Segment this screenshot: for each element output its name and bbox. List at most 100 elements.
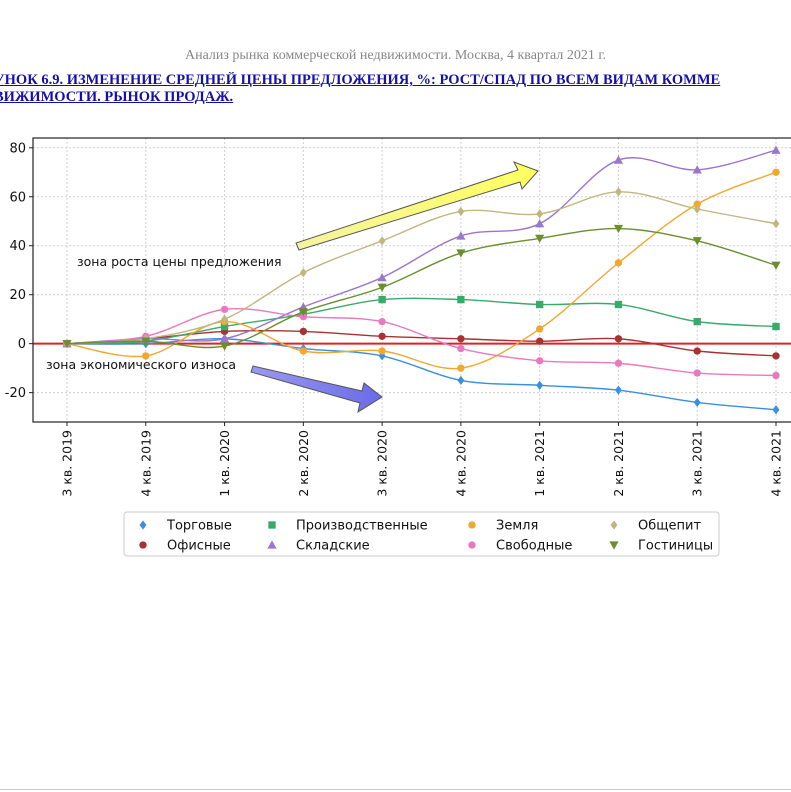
data-point [535, 357, 544, 365]
legend-marker [139, 541, 147, 549]
figure-title-line2: ВИЖИМОСТИ. РЫНОК ПРОДАЖ. [0, 89, 234, 105]
series-line [66, 149, 777, 345]
legend-marker [139, 520, 147, 530]
legend-marker [268, 521, 276, 529]
series-line [66, 191, 777, 345]
data-point [456, 249, 466, 258]
data-point [772, 168, 780, 176]
x-tick-label: 3 кв. 2021 [690, 430, 705, 497]
annotation-arrows [250, 161, 539, 414]
data-point [457, 375, 465, 385]
data-point [220, 322, 229, 331]
data-point [614, 335, 623, 343]
data-point [378, 332, 386, 340]
y-tick-label: 0 [18, 337, 26, 352]
x-tick-label: 4 кв. 2019 [138, 430, 153, 497]
data-point [378, 347, 386, 355]
data-point [772, 405, 780, 415]
legend-item: Свободные [468, 539, 572, 554]
axes: -20 0 20 40 60 80 3 кв. 2019 4 кв. 2019 1 кв. 20… [5, 137, 791, 497]
data-point [457, 364, 465, 372]
series-group [62, 145, 781, 415]
data-point [299, 268, 307, 278]
legend-item: Общепит [610, 519, 701, 534]
series-7 [63, 187, 780, 349]
x-tick-label: 1 кв. 2021 [532, 430, 547, 497]
series-line [66, 297, 777, 345]
data-point [693, 347, 701, 355]
legend-item: Гостиницы [609, 539, 713, 554]
data-point [772, 352, 780, 360]
legend-item: Земля [468, 519, 538, 534]
data-point [535, 337, 544, 345]
legend-label: Торговые [166, 519, 232, 534]
data-point [219, 342, 230, 351]
legend-item: Производственные [268, 519, 428, 534]
data-point [457, 206, 465, 217]
x-tick-label: 2 кв. 2021 [611, 430, 626, 497]
decline-zone-label: зона экономического износа [46, 357, 236, 372]
series-8 [62, 224, 781, 351]
data-point [378, 295, 386, 304]
data-point [772, 371, 780, 380]
data-point [299, 347, 308, 355]
data-point [457, 344, 465, 353]
legend-label: Общепит [638, 519, 701, 534]
data-point [613, 224, 624, 234]
data-point [299, 327, 308, 336]
data-point [693, 200, 701, 208]
legend-marker [468, 521, 476, 529]
data-point [772, 322, 780, 331]
data-point [456, 231, 466, 240]
data-point [771, 261, 781, 270]
data-point [221, 314, 229, 324]
figure-title-line1: УНОК 6.9. ИЗМЕНЕНИЕ СРЕДНЕЙ ЦЕНЫ ПРЕДЛОЖ… [0, 72, 721, 88]
legend-marker [468, 541, 476, 549]
figure-title: УНОК 6.9. ИЗМЕНЕНИЕ СРЕДНЕЙ ЦЕНЫ ПРЕДЛОЖ… [0, 72, 791, 106]
data-point [457, 335, 465, 343]
data-point [693, 397, 701, 408]
legend-item: Торговые [139, 519, 232, 534]
x-tick-label: 1 кв. 2020 [217, 430, 232, 497]
legend-marker [267, 540, 277, 549]
data-point [536, 380, 544, 390]
data-point [457, 295, 465, 304]
plot-frame [32, 137, 791, 423]
legend-marker [610, 520, 618, 530]
data-point [693, 204, 701, 214]
data-point [535, 325, 544, 333]
data-point [614, 259, 623, 267]
data-point [692, 165, 702, 174]
y-tick-label: 80 [9, 141, 26, 156]
legend-label: Офисные [167, 539, 231, 554]
data-point [771, 145, 781, 154]
series-line [66, 227, 777, 349]
data-point [614, 359, 623, 367]
data-point [298, 308, 308, 317]
data-point [614, 300, 623, 309]
data-point [535, 234, 545, 243]
legend-label: Производственные [296, 519, 428, 534]
y-tick-label: 20 [9, 288, 26, 303]
decline-arrow [250, 365, 383, 414]
legend-item: Офисные [139, 539, 231, 554]
x-tick-label: 4 кв. 2021 [769, 430, 784, 497]
data-point [220, 305, 229, 314]
growth-arrow [295, 161, 539, 251]
data-point [692, 237, 702, 246]
legend-label: Гостиницы [638, 539, 713, 554]
y-tick-label: 60 [9, 190, 26, 205]
y-tick-label: 40 [9, 239, 26, 254]
data-point [536, 209, 544, 219]
x-tick-label: 3 кв. 2020 [375, 430, 390, 497]
legend-marker [609, 541, 619, 550]
legend-label: Свободные [496, 539, 572, 554]
data-point [299, 313, 308, 321]
series-line [66, 171, 777, 370]
legend-label: Земля [496, 519, 538, 534]
data-point [219, 334, 230, 343]
data-point [378, 236, 386, 246]
legend-item: Складские [267, 539, 370, 554]
data-point [614, 385, 622, 395]
